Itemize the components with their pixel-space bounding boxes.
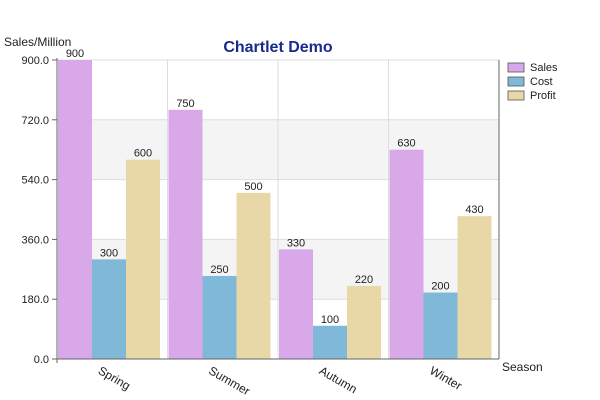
- bar-sales-summer: [168, 109, 203, 359]
- legend-swatch-cost: [507, 76, 525, 87]
- bar-series: [58, 60, 492, 359]
- value-label: 600: [134, 148, 152, 160]
- legend-label-sales: Sales: [530, 62, 558, 74]
- x-tick-label: Summer: [206, 363, 252, 398]
- value-label: 750: [176, 98, 194, 110]
- bar-cost-spring: [92, 259, 126, 359]
- value-label: 200: [431, 281, 449, 293]
- x-axis-title: Season: [502, 360, 543, 374]
- chart-title: Chartlet Demo: [223, 39, 333, 56]
- x-tick-label: Autumn: [317, 363, 360, 396]
- y-tick-label: 720.0: [21, 115, 49, 127]
- bar-sales-spring: [58, 60, 92, 359]
- y-axis-title: Sales/Million: [4, 35, 71, 49]
- legend: Sales Cost Profit: [507, 62, 558, 102]
- value-label: 300: [100, 247, 118, 259]
- legend-swatch-sales: [507, 62, 525, 73]
- legend-label-cost: Cost: [530, 76, 553, 88]
- value-labels: 900 300 600 750 250 500 330 100 220 630 200 430: [66, 48, 484, 326]
- value-label: 630: [397, 138, 415, 150]
- value-label: 220: [355, 274, 373, 286]
- y-tick-label: 540.0: [21, 175, 49, 187]
- bar-cost-winter: [423, 292, 458, 359]
- bar-sales-winter: [389, 149, 424, 359]
- bar-profit-winter: [457, 216, 492, 359]
- x-tick-label: Winter: [427, 363, 464, 392]
- value-label: 330: [287, 237, 305, 249]
- value-label: 100: [321, 314, 339, 326]
- value-label: 430: [465, 204, 483, 216]
- x-tick-labels: Spring Summer Autumn Winter: [96, 363, 465, 398]
- y-tick-labels: 0.0 180.0 360.0 540.0 720.0 900.0: [21, 55, 57, 366]
- bar-cost-summer: [202, 275, 237, 359]
- axes: [56, 58, 500, 363]
- value-label: 900: [66, 48, 84, 60]
- y-tick-label: 0.0: [34, 354, 49, 366]
- legend-label-profit: Profit: [530, 90, 556, 102]
- y-tick-label: 360.0: [21, 234, 49, 246]
- legend-swatch-profit: [507, 90, 525, 101]
- y-tick-label: 900.0: [21, 55, 49, 67]
- bar-profit-autumn: [347, 285, 381, 359]
- bar-cost-autumn: [313, 325, 347, 359]
- value-label: 500: [244, 181, 262, 193]
- y-tick-label: 180.0: [21, 294, 49, 306]
- bar-profit-spring: [126, 159, 160, 359]
- bar-sales-autumn: [279, 249, 313, 359]
- bar-profit-summer: [236, 192, 271, 359]
- x-tick-label: Spring: [96, 363, 133, 392]
- value-label: 250: [210, 264, 228, 276]
